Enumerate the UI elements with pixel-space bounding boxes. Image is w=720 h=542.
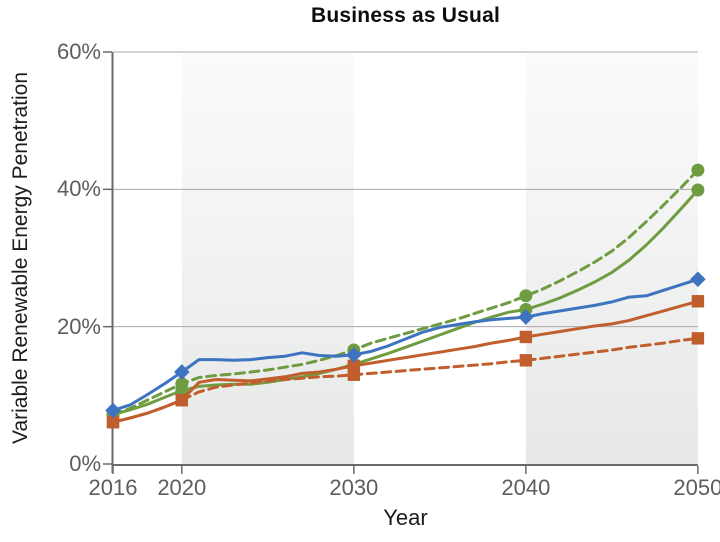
marker-circle-green-solid-circle [691, 183, 705, 197]
marker-circle-green-dashed-circle [519, 289, 533, 303]
series-line-orange-solid-square [111, 299, 700, 424]
marker-square-orange-solid-square [106, 415, 120, 429]
marker-diamond-blue-solid-diamond [105, 402, 121, 419]
y-tick-label: 0% [69, 451, 101, 476]
shaded-decade-band [181, 52, 354, 464]
x-tick-label: 2016 [88, 475, 138, 500]
series-line-orange-dashed-square [111, 336, 700, 424]
series-line-green-dashed-circle [111, 168, 700, 417]
series-line-green-solid-circle [111, 188, 700, 417]
marker-square-orange-solid-square [519, 330, 533, 344]
marker-diamond-blue-solid-diamond [518, 309, 534, 325]
marker-square-orange-dashed-square [519, 354, 533, 367]
marker-square-orange-solid-square [691, 295, 705, 308]
chart-title: Business as Usual [311, 4, 500, 27]
marker-square-orange-solid-square [175, 393, 189, 407]
y-tick-label: 60% [56, 39, 101, 64]
marker-square-orange-solid-square [347, 359, 361, 373]
x-tick-label: 2030 [329, 475, 379, 500]
x-tick-label: 2020 [157, 475, 207, 500]
marker-circle-green-solid-circle [175, 384, 189, 398]
x-tick-label: 2050 [673, 475, 720, 500]
x-tick-label: 2040 [501, 475, 551, 500]
y-tick-label: 40% [56, 176, 101, 202]
series-line-blue-solid-diamond [111, 277, 700, 412]
x-axis-title: Year [383, 505, 428, 530]
marker-diamond-blue-solid-diamond [690, 271, 706, 288]
marker-circle-green-dashed-circle [691, 163, 705, 177]
marker-diamond-blue-solid-diamond [346, 347, 362, 363]
shaded-decade-band [525, 52, 698, 464]
y-tick-label: 20% [56, 313, 101, 339]
marker-diamond-blue-solid-diamond [174, 364, 190, 380]
marker-square-orange-dashed-square [691, 332, 705, 345]
